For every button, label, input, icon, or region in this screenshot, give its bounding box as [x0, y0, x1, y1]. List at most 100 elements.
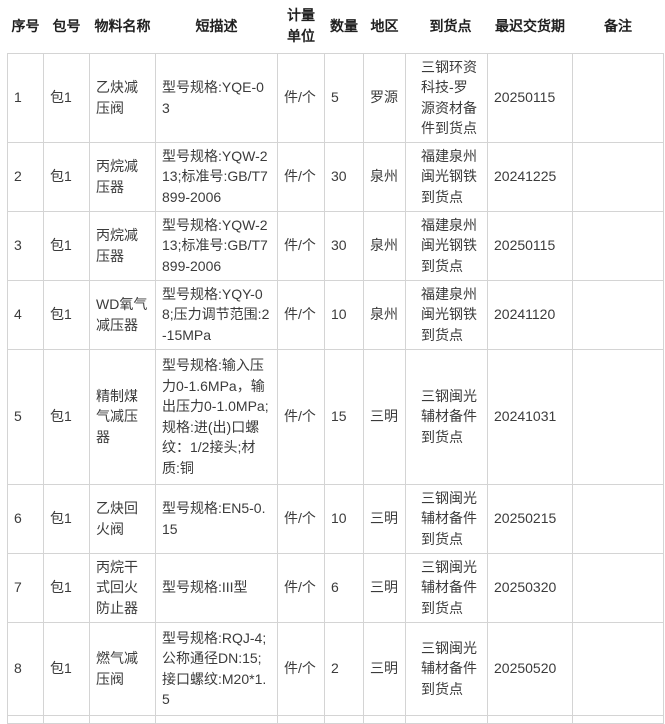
cell-material: 精制煤气减压器 [89, 348, 156, 485]
cell-delivery_point: 三钢环资科技-罗源资材备件到货点 [405, 52, 488, 143]
cell-latest_delivery: 20241225 [487, 141, 573, 212]
cell-seq: 5 [7, 348, 44, 485]
cell-qty: 30 [324, 141, 364, 212]
cell-region: 三明 [363, 348, 406, 485]
cell-remark [572, 714, 664, 724]
cell-description: 型号规格:YQW-213;标准号:GB/T7899-2006 [155, 210, 278, 281]
cell-material: 乙炔回火阀 [89, 483, 156, 554]
cell-description: 型号规格:YQW-213;标准号:GB/T7899-2006 [155, 141, 278, 212]
cell-latest_delivery: 20250215 [487, 483, 573, 554]
cell-delivery_point: 三钢闽光辅材备件到货点 [405, 621, 488, 716]
cell-seq: 1 [7, 52, 44, 143]
cell-delivery_point: 三钢闽光辅材备件到货点 [405, 348, 488, 485]
cell-delivery_point: 三钢闽光辅材备件到货点 [405, 483, 488, 554]
cell-qty: 10 [324, 483, 364, 554]
cell-material: 乙炔减压阀 [89, 52, 156, 143]
cell-latest_delivery: 20241031 [487, 348, 573, 485]
cell-material: 丙烷干式回火防止器 [89, 552, 156, 623]
cell-package: 包1 [43, 210, 90, 281]
cell-qty: 30 [324, 210, 364, 281]
table-row-8: 8 包1 燃气减压阀 型号规格:RQJ-4;公称通径DN:15;接口螺纹:M20*1.… [7, 621, 664, 716]
cell-delivery_point: 福建泉州闽光钢铁到货点 [405, 210, 488, 281]
cell-package: 包1 [43, 483, 90, 554]
cell-seq: 2 [7, 141, 44, 212]
cell-qty [324, 714, 364, 724]
cell-unit: 件/个 [277, 348, 325, 485]
cell-unit: 件/个 [277, 141, 325, 212]
table-row-5: 5 包1 精制煤气减压器 型号规格:输入压力0-1.6MPa，输出压力0-1.0MPa… [7, 348, 664, 485]
table-row-4: 4 包1 WD氧气减压器 型号规格:YQY-08;压力调节范围:2-15MPa 件/个 1… [7, 279, 664, 350]
cell-package: 包1 [43, 279, 90, 350]
column-header-region: 地区 [370, 17, 399, 34]
table-body: 1 包1 乙炔减压阀 型号规格:YQE-03 件/个 5 罗源 三钢环资科技-罗源资材备件到货… [7, 52, 664, 724]
cell-material: WD氧气减压器 [89, 279, 156, 350]
column-header-material: 物料名称 [94, 17, 151, 34]
cell-material: 燃气减压阀 [89, 621, 156, 716]
cell-material [89, 714, 156, 724]
cell-seq: 8 [7, 621, 44, 716]
cell-region: 泉州 [363, 210, 406, 281]
cell-region [363, 714, 406, 724]
cell-region: 罗源 [363, 52, 406, 143]
cell-unit: 件/个 [277, 552, 325, 623]
cell-unit [277, 714, 325, 724]
cell-remark [572, 210, 664, 281]
cell-unit: 件/个 [277, 483, 325, 554]
cell-unit: 件/个 [277, 279, 325, 350]
cell-description: 型号规格:EN5-0.15 [155, 483, 278, 554]
cell-seq: 6 [7, 483, 44, 554]
cell-description: 型号规格:RQJ-4;公称通径DN:15;接口螺纹:M20*1.5 [155, 621, 278, 716]
cell-remark [572, 552, 664, 623]
cell-qty: 10 [324, 279, 364, 350]
column-header-delivery_point: 到货点 [429, 17, 472, 34]
cell-package: 包1 [43, 141, 90, 212]
cell-region: 三明 [363, 621, 406, 716]
column-header-package: 包号 [52, 17, 81, 34]
cell-description: 型号规格:III型 [155, 552, 278, 623]
cell-seq: 3 [7, 210, 44, 281]
cell-region: 泉州 [363, 279, 406, 350]
cell-material: 丙烷减压器 [89, 141, 156, 212]
cell-latest_delivery: 20241120 [487, 279, 573, 350]
cell-latest_delivery: 20250115 [487, 210, 573, 281]
cell-qty: 5 [324, 52, 364, 143]
cell-unit: 件/个 [277, 210, 325, 281]
cell-unit: 件/个 [277, 621, 325, 716]
column-header-description: 短描述 [195, 17, 238, 34]
cell-package: 包1 [43, 552, 90, 623]
cell-description: 型号规格:输入压力0-1.6MPa，输出压力0-1.0MPa;规格:进(出)口螺… [155, 348, 278, 485]
cell-latest_delivery: 20250320 [487, 552, 573, 623]
table-row-7: 7 包1 丙烷干式回火防止器 型号规格:III型 件/个 6 三明 三钢闽光辅材备件到货点 20… [7, 552, 664, 623]
cell-description: 型号规格:YQE-03 [155, 52, 278, 143]
cell-region: 三明 [363, 483, 406, 554]
cell-latest_delivery [487, 714, 573, 724]
cell-remark [572, 483, 664, 554]
column-header-seq: 序号 [11, 17, 40, 34]
cell-remark [572, 348, 664, 485]
cell-remark [572, 52, 664, 143]
cell-qty: 6 [324, 552, 364, 623]
materials-table: 序号 包号 物料名称 短描述 计量单位 数量 地区 到货点 最迟交货期 备注 1 包1 乙炔减压阀 型号… [7, 0, 664, 724]
cell-unit: 件/个 [277, 52, 325, 143]
cell-seq: 7 [7, 552, 44, 623]
cell-remark [572, 141, 664, 212]
table-row-empty [7, 714, 664, 724]
column-header-remark: 备注 [604, 17, 632, 34]
cell-qty: 15 [324, 348, 364, 485]
cell-package: 包1 [43, 52, 90, 143]
column-header-latest_delivery: 最迟交货期 [495, 17, 565, 34]
cell-qty: 2 [324, 621, 364, 716]
cell-delivery_point: 福建泉州闽光钢铁到货点 [405, 279, 488, 350]
cell-description: 型号规格:YQY-08;压力调节范围:2-15MPa [155, 279, 278, 350]
header-row: 序号 包号 物料名称 短描述 计量单位 数量 地区 到货点 最迟交货期 备注 [8, 0, 664, 53]
column-header-qty: 数量 [330, 17, 358, 34]
cell-material: 丙烷减压器 [89, 210, 156, 281]
cell-latest_delivery: 20250115 [487, 52, 573, 143]
table-row-3: 3 包1 丙烷减压器 型号规格:YQW-213;标准号:GB/T7899-2006 件/… [7, 210, 664, 281]
cell-latest_delivery: 20250520 [487, 621, 573, 716]
cell-delivery_point: 三钢闽光辅材备件到货点 [405, 552, 488, 623]
column-header-unit: 计量单位 [287, 7, 315, 45]
cell-package: 包1 [43, 348, 90, 485]
cell-remark [572, 279, 664, 350]
